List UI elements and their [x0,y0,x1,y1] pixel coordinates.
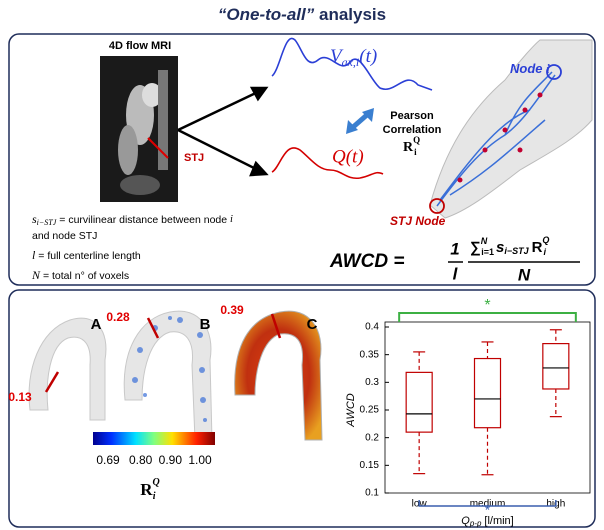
stj-node-label: STJ Node [390,214,446,228]
definition: N = total n° of voxels [31,268,129,282]
double-arrow [346,108,374,134]
definition: si−STJ= curvilinear distance between nod… [32,212,233,227]
node-index: i [546,61,550,76]
box [475,359,501,428]
y-tick-label: 0.15 [360,460,380,471]
definition: l = full centerline length [32,248,141,262]
aorta-a [29,318,106,420]
y-tick-label: 0.3 [365,377,379,388]
box [543,344,569,389]
y-tick-label: 0.1 [365,488,379,499]
coef-sup: Q [413,135,420,145]
formula-den: l [453,264,459,283]
significance-star: * [484,297,490,314]
colorbar-tick-label: 0.69 [96,453,120,467]
velocity-label: Vax,i(t) [330,46,377,68]
colorbar-tick-label: 1.00 [188,453,212,467]
def-text: = full centerline length [38,250,141,262]
case-value: 0.39 [220,303,244,317]
plot-frame [385,322,590,493]
velocity-sub: ax,i [342,55,360,69]
def-text: = curvilinear distance between node [59,214,227,226]
definition: and node STJ [32,230,97,242]
colorbar-tick-label: 0.90 [159,453,183,467]
case-label: A [91,316,102,333]
coef-sub: i [543,247,546,257]
colorbar-ticks: 0.69 0.80 0.90 1.00 [96,453,212,467]
pearson-line: Pearson [390,110,434,122]
pearson-line: Correlation [383,124,442,136]
cb-sup: Q [153,477,160,488]
title-rest: analysis [319,5,386,24]
def-index: i [230,214,233,225]
coef-sup: Q [542,235,549,245]
sum-sign: ∑ [470,239,481,256]
formula-sum-den: N [518,265,531,284]
def-sub: i−STJ [37,218,57,227]
coef-sub: i [414,147,417,157]
def-symbol: N [31,268,41,282]
formula-lhs: AWCD = [329,251,404,272]
colorbar-tick-label: 0.80 [129,453,153,467]
y-tick-label: 0.4 [365,322,379,333]
y-tick-label: 0.35 [360,349,380,360]
title: “One-to-all” analysis [218,5,386,24]
y-axis-label: AWCD [345,393,357,427]
node-word: Node [510,61,543,76]
case-label: C [307,316,318,333]
flow-label: Q(t) [332,146,364,167]
mri-image [100,56,178,202]
case-value: 0.28 [106,310,130,324]
sum-sup: N [481,236,488,246]
term: s [496,239,504,256]
sum-sub: i=1 [481,247,494,257]
coef: R [532,239,543,256]
page: { "title": {"quoted": "“One-to-all”", "r… [0,0,604,530]
y-tick-label: 0.2 [365,432,379,443]
velocity-arg: (t) [359,46,377,67]
term-sub: i−STJ [504,246,529,256]
case-value: 0.13 [8,390,32,404]
mri-label: 4D flow MRI [109,40,171,52]
flow-curve [272,148,383,178]
node-label: Node i [510,61,550,76]
stj-label: STJ [184,152,204,164]
formula-num: 1 [450,239,459,258]
significance-star: * [485,502,491,518]
case-label: B [200,316,211,333]
def-symbol: l [32,248,36,262]
def-text: = total n° of voxels [43,270,129,282]
cb-symbol: R [140,480,153,499]
title-quoted: “One-to-all” [218,5,315,24]
colorbar [93,432,215,445]
cb-sub: i [153,491,156,502]
significance-bracket [399,313,576,322]
x-label-sub: p-p [469,519,482,528]
y-tick-label: 0.25 [360,405,380,416]
box [406,372,432,432]
figure: “One-to-all” analysis 4D flow MRI STJ Va… [0,0,604,530]
